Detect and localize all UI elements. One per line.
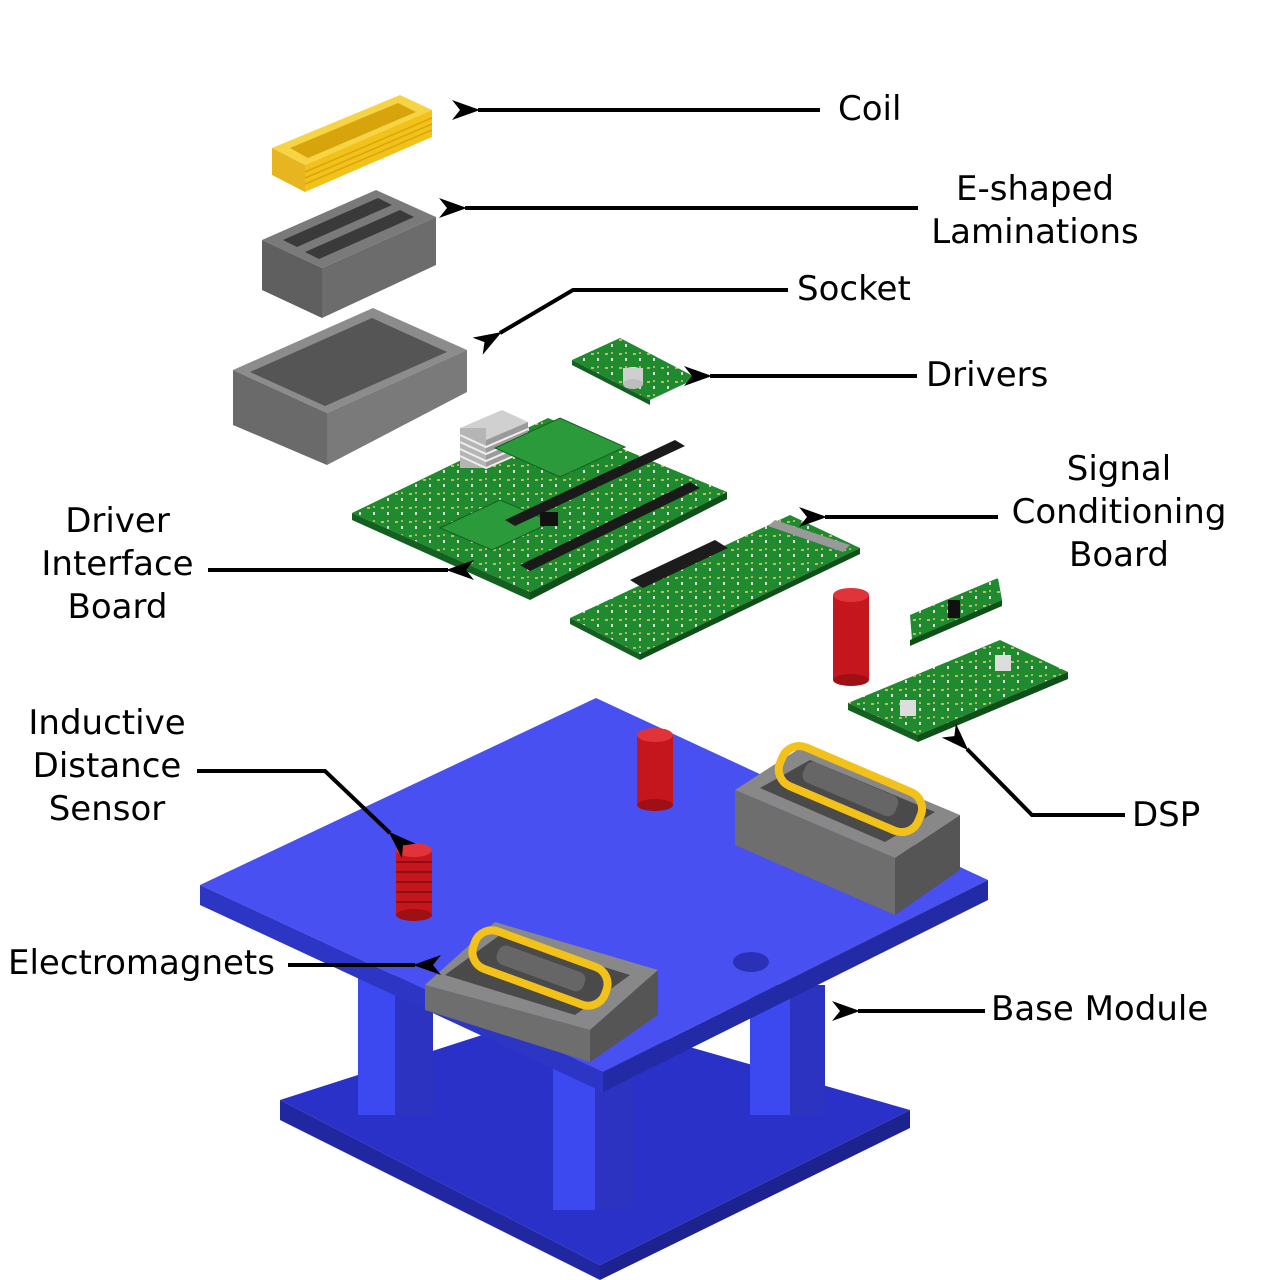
label-line: Coil	[838, 89, 902, 129]
label-socket: Socket	[797, 268, 911, 311]
electromagnet-back	[735, 742, 960, 915]
leader-arrows	[197, 100, 1125, 1021]
label-line: Distance	[32, 746, 182, 786]
driver-interface-board	[352, 410, 727, 600]
label-line: Signal	[1066, 449, 1172, 489]
socket-arrow	[472, 288, 788, 355]
label-line: Laminations	[931, 212, 1139, 252]
label-line: Sensor	[48, 789, 166, 829]
label-signal-conditioning-board: Signal Conditioning Board	[1003, 448, 1235, 577]
label-line: E-shaped	[956, 169, 1114, 209]
label-driver-interface-board: Driver Interface Board	[20, 500, 215, 629]
mounting-hole	[733, 952, 769, 972]
label-line: Interface	[41, 544, 194, 584]
label-line: Conditioning	[1011, 492, 1227, 532]
dsp-arrow	[941, 723, 1125, 817]
label-dsp: DSP	[1132, 794, 1200, 837]
label-base-module: Base Module	[991, 988, 1208, 1031]
base-pillar	[750, 985, 825, 1115]
label-electromagnets: Electromagnets	[8, 942, 275, 985]
label-drivers: Drivers	[926, 354, 1048, 397]
label-inductive-distance-sensor: Inductive Distance Sensor	[12, 702, 202, 831]
electromagnet-front	[425, 922, 658, 1062]
label-line: Inductive	[28, 703, 186, 743]
label-e-shaped-laminations: E-shaped Laminations	[925, 168, 1145, 254]
label-line: Electromagnets	[8, 943, 275, 983]
label-line: Drivers	[926, 355, 1049, 395]
distance-sensor	[637, 728, 673, 811]
socket	[233, 308, 467, 465]
label-line: Base Module	[991, 989, 1209, 1029]
distance-sensor-exploded	[833, 588, 869, 686]
label-line: Board	[1069, 535, 1169, 575]
label-line: Board	[67, 587, 168, 627]
label-line: Socket	[797, 269, 911, 309]
label-coil: Coil	[838, 88, 901, 131]
distance-sensor	[396, 843, 432, 921]
drivers-board	[572, 338, 697, 405]
dsp-board	[848, 578, 1068, 742]
coil	[272, 95, 433, 192]
label-line: DSP	[1132, 795, 1201, 835]
sensor-arrow	[197, 769, 416, 859]
label-line: Driver	[65, 501, 170, 541]
signal-conditioning-board	[570, 515, 860, 660]
e-shaped-laminations	[262, 190, 436, 318]
